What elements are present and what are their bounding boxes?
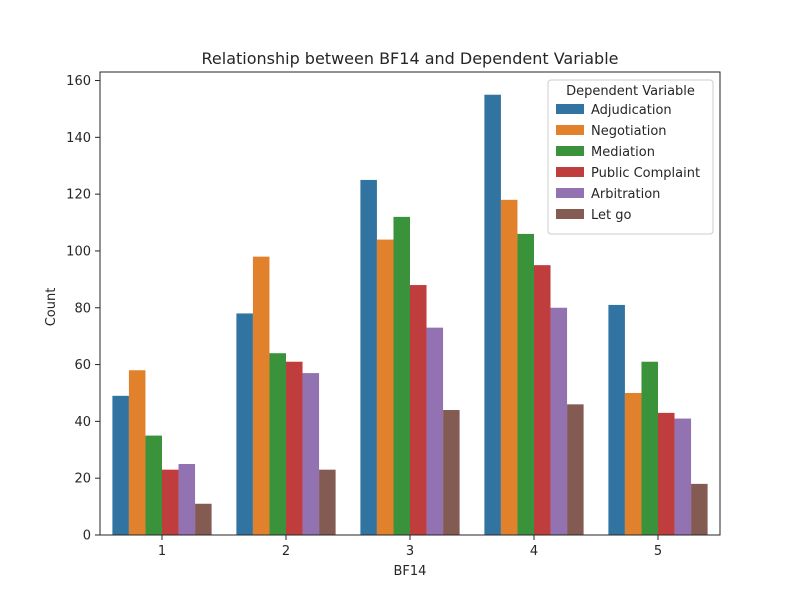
legend-label: Negotiation — [591, 124, 667, 139]
bar-mediation-5 — [641, 361, 658, 535]
x-tick-label: 3 — [406, 544, 414, 559]
bar-let-go-4 — [567, 404, 584, 535]
legend-swatch — [556, 125, 584, 135]
legend-label: Adjudication — [591, 103, 672, 118]
bar-arbitration-2 — [302, 373, 320, 535]
bar-adjudication-3 — [360, 179, 377, 535]
bar-let-go-2 — [319, 469, 336, 535]
legend-swatch — [556, 146, 584, 156]
bar-adjudication-5 — [608, 304, 625, 535]
x-axis-title: BF14 — [394, 564, 427, 579]
bar-adjudication-4 — [484, 94, 501, 535]
legend: Dependent Variable Adjudication Negotiatio… — [547, 79, 714, 235]
bar-public-complaint-2 — [286, 361, 303, 535]
bar-negotiation-3 — [376, 239, 394, 535]
bar-mediation-1 — [145, 435, 162, 535]
bar-let-go-1 — [195, 503, 212, 535]
bar-arbitration-1 — [178, 463, 196, 535]
y-tick-label: 160 — [66, 74, 91, 89]
legend-swatch — [556, 167, 584, 177]
bar-mediation-3 — [393, 216, 410, 535]
legend-title: Dependent Variable — [566, 84, 695, 99]
legend-swatch — [556, 104, 584, 114]
bars-group — [112, 94, 708, 535]
legend-swatch — [556, 209, 584, 219]
bar-public-complaint-1 — [162, 469, 179, 535]
y-tick-label: 120 — [66, 188, 91, 203]
y-tick-label: 100 — [66, 244, 91, 259]
legend-swatch — [556, 188, 584, 198]
bar-let-go-3 — [443, 410, 460, 535]
bar-public-complaint-5 — [658, 412, 675, 535]
y-tick-label: 80 — [74, 301, 91, 316]
y-tick-label: 20 — [74, 472, 91, 487]
bar-negotiation-5 — [624, 392, 642, 535]
legend-label: Public Complaint — [591, 166, 700, 181]
legend-box — [547, 79, 714, 235]
bar-mediation-2 — [269, 353, 286, 535]
x-tick-label: 5 — [654, 544, 662, 559]
chart-title: Relationship between BF14 and Dependent … — [202, 49, 619, 68]
x-tick-label: 2 — [282, 544, 290, 559]
legend-label: Mediation — [591, 145, 655, 160]
bar-public-complaint-3 — [410, 285, 427, 535]
bar-adjudication-1 — [112, 395, 129, 535]
y-tick-label: 60 — [74, 358, 91, 373]
y-axis-title: Count — [44, 288, 59, 327]
y-tick-label: 0 — [83, 529, 91, 544]
bar-arbitration-3 — [426, 327, 444, 535]
bar-negotiation-2 — [252, 256, 270, 535]
bar-public-complaint-4 — [534, 265, 551, 535]
legend-label: Let go — [591, 208, 631, 223]
y-tick-label: 40 — [74, 415, 91, 430]
bar-adjudication-2 — [236, 313, 253, 535]
y-tick-label: 140 — [66, 131, 91, 146]
bar-let-go-5 — [691, 483, 708, 535]
bar-negotiation-1 — [128, 370, 146, 535]
bar-negotiation-4 — [500, 199, 518, 535]
axes-group: 0 20 40 60 80 100 120 140 160 1 2 3 4 5 — [66, 71, 721, 559]
legend-label: Arbitration — [591, 187, 660, 202]
bar-arbitration-4 — [550, 307, 568, 535]
bar-arbitration-5 — [674, 418, 692, 535]
x-tick-label: 1 — [158, 544, 166, 559]
x-tick-label: 4 — [530, 544, 538, 559]
bar-mediation-4 — [517, 233, 534, 535]
